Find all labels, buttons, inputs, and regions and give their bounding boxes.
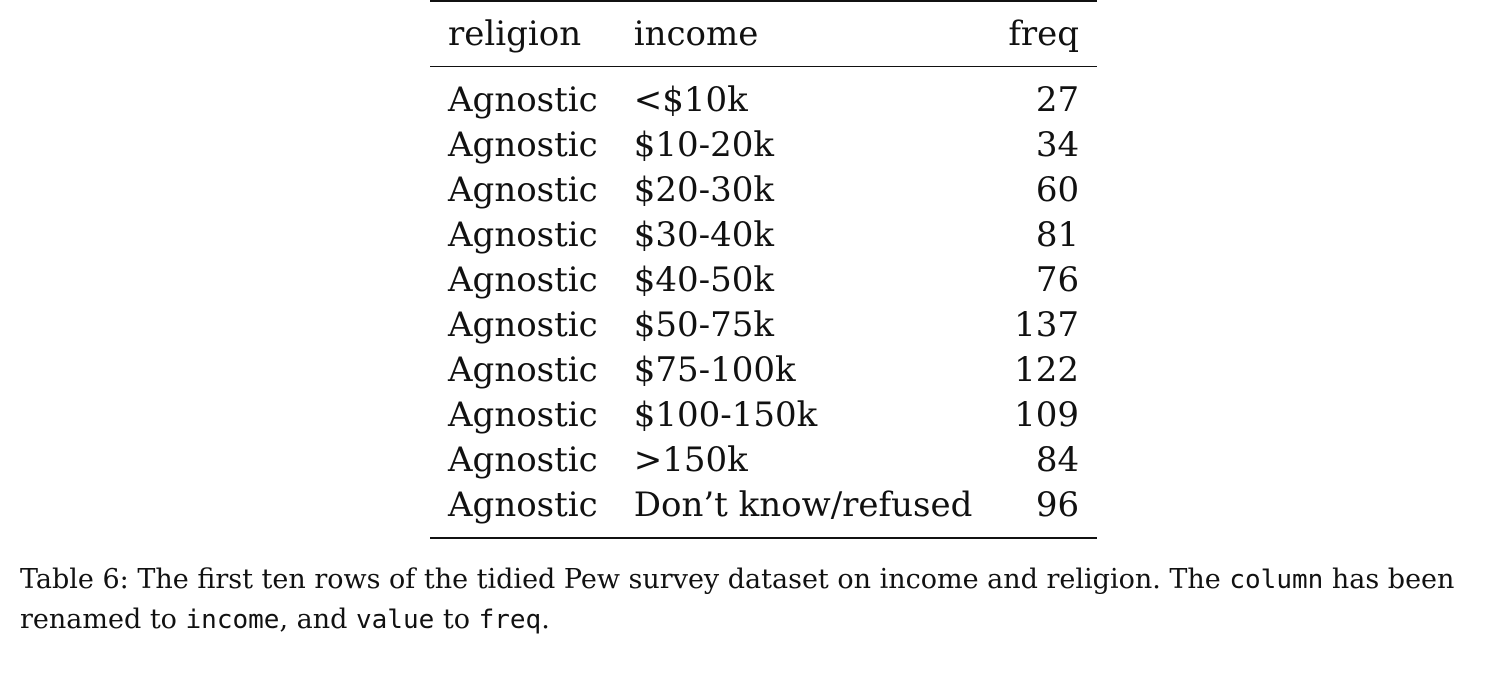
cell-religion: Agnostic (448, 394, 598, 435)
cell-religion: Agnostic (448, 214, 598, 255)
caption-code-value: value (355, 605, 435, 635)
cell-income: <$10k (633, 79, 748, 120)
data-table-container: religion income freq Agnostic <$10k 27 A… (430, 0, 1098, 539)
caption-text: . (541, 604, 550, 635)
cell-income: $20-30k (633, 169, 774, 210)
cell-religion: Agnostic (448, 304, 598, 345)
caption-text: to (442, 604, 470, 635)
caption-text: The first ten rows of the tidied Pew sur… (137, 564, 1221, 595)
cell-income: >150k (633, 439, 748, 480)
table-header: religion income freq (430, 1, 1098, 67)
cell-religion: Agnostic (448, 124, 598, 165)
table-body: Agnostic <$10k 27 Agnostic $10-20k 34 Ag… (430, 67, 1098, 538)
cell-income: $10-20k (633, 124, 774, 165)
cell-income: Don’t know/refused (633, 484, 973, 525)
cell-freq: 81 (1035, 214, 1080, 255)
cell-freq: 84 (1035, 439, 1080, 480)
cell-freq: 60 (1035, 169, 1080, 210)
cell-religion: Agnostic (448, 349, 598, 390)
caption-label: Table 6: (20, 564, 129, 595)
table-row: Agnostic $40-50k 76 (430, 257, 1097, 302)
cell-religion: Agnostic (448, 484, 598, 525)
cell-religion: Agnostic (448, 79, 598, 120)
table-row: Agnostic $30-40k 81 (430, 212, 1097, 257)
table-row: Agnostic $50-75k 137 (430, 302, 1097, 347)
table-row: Agnostic >150k 84 (430, 437, 1097, 482)
table-row: Agnostic $75-100k 122 (430, 347, 1097, 392)
table-row: Agnostic $10-20k 34 (430, 122, 1097, 167)
cell-income: $75-100k (633, 349, 796, 390)
table-row: Agnostic $100-150k 109 (430, 392, 1097, 437)
cell-income: $100-150k (633, 394, 818, 435)
caption-text: , and (279, 604, 348, 635)
cell-freq: 137 (1014, 304, 1080, 345)
cell-freq: 109 (1014, 394, 1080, 435)
table-caption: Table 6: The first ten rows of the tidie… (20, 560, 1480, 640)
cell-freq: 34 (1035, 124, 1080, 165)
cell-income: $30-40k (633, 214, 774, 255)
header-religion: religion (448, 14, 582, 54)
cell-freq: 76 (1035, 259, 1080, 300)
cell-religion: Agnostic (448, 259, 598, 300)
table-row: Agnostic <$10k 27 (430, 67, 1097, 123)
cell-freq: 122 (1014, 349, 1080, 390)
cell-income: $50-75k (633, 304, 774, 345)
caption-text: has been renamed to (20, 564, 1455, 635)
caption-code-freq: freq (478, 605, 542, 635)
header-row: religion income freq (430, 1, 1098, 67)
table-row: Agnostic $20-30k 60 (430, 167, 1097, 212)
cell-religion: Agnostic (448, 439, 598, 480)
data-table: religion income freq Agnostic <$10k 27 A… (430, 0, 1098, 539)
cell-religion: Agnostic (448, 169, 598, 210)
header-income: income (633, 14, 759, 54)
caption-code-column: column (1229, 565, 1324, 595)
table-row: Agnostic Don’t know/refused 96 (430, 482, 1098, 538)
cell-freq: 96 (1035, 484, 1080, 525)
cell-freq: 27 (1035, 79, 1080, 120)
caption-code-income: income (185, 605, 280, 635)
cell-income: $40-50k (633, 259, 774, 300)
header-freq: freq (1008, 14, 1080, 54)
